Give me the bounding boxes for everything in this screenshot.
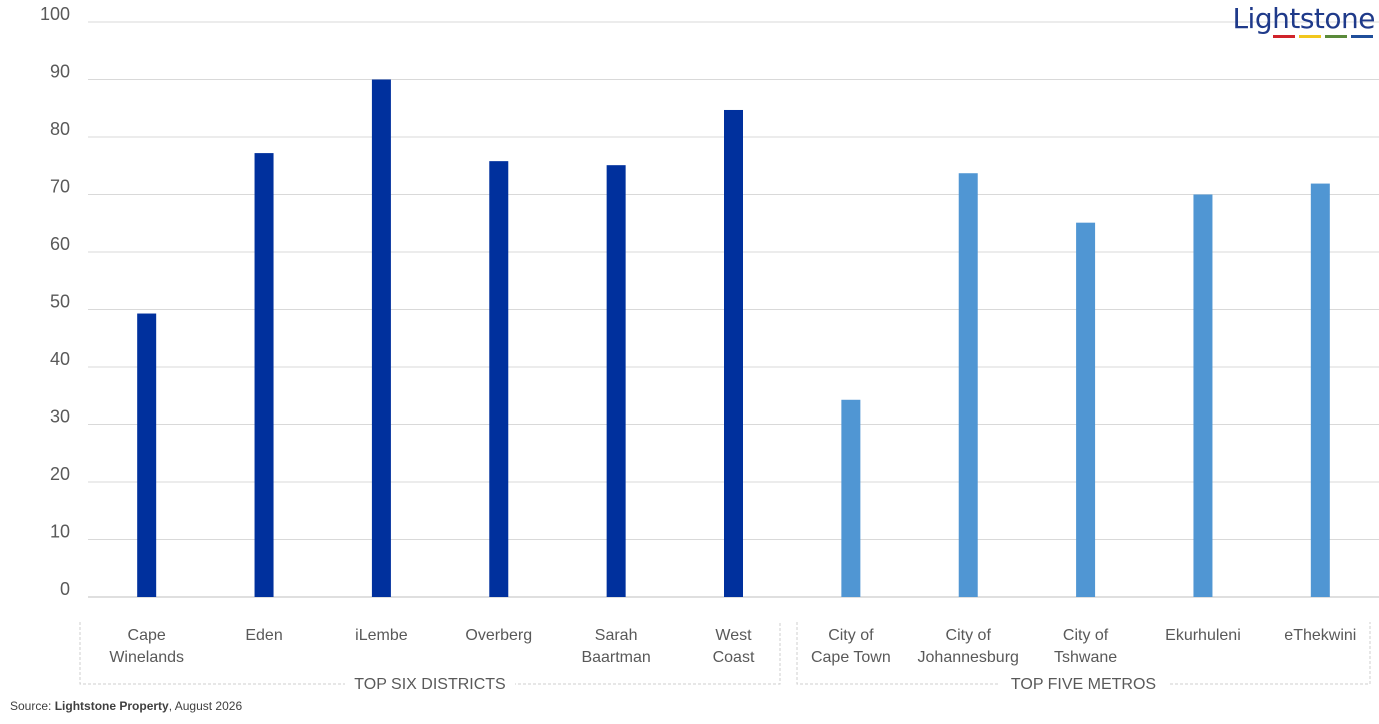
y-tick-label: 90 — [50, 62, 70, 82]
group-bracket — [796, 622, 1371, 685]
y-tick-label: 80 — [50, 119, 70, 139]
category-labels: Cape Winelands Eden iLembe Overberg Sarah Baar… — [109, 627, 1356, 666]
category-label-line: Winelands — [109, 649, 184, 666]
group-labels: TOP SIX DISTRICTS TOP FIVE METROS — [79, 622, 1371, 693]
category-label-line: Sarah — [595, 627, 638, 644]
category-label: West Coast — [713, 627, 755, 666]
source-suffix: , August 2026 — [168, 699, 243, 713]
logo-color-bar — [1351, 35, 1373, 38]
y-tick-label: 50 — [50, 292, 70, 312]
category-label-line: Cape Town — [811, 649, 891, 666]
category-label: Overberg — [465, 627, 532, 644]
bars — [137, 79, 1330, 598]
category-label-line: iLembe — [355, 627, 408, 644]
y-tick-label: 70 — [50, 177, 70, 197]
category-label-line: Coast — [713, 649, 755, 666]
group-label: TOP SIX DISTRICTS — [354, 676, 505, 693]
category-label-line: eThekwini — [1284, 627, 1356, 644]
y-tick-label: 100 — [40, 4, 70, 24]
y-tick-label: 40 — [50, 349, 70, 369]
source-note: Source: Lightstone Property, August 2026 — [10, 699, 242, 713]
category-label: eThekwini — [1284, 627, 1356, 644]
logo-color-bars — [1273, 35, 1373, 38]
y-tick-label: 20 — [50, 464, 70, 484]
y-tick-label: 10 — [50, 522, 70, 542]
category-label-line: City of — [946, 627, 992, 644]
category-label-line: Cape — [128, 627, 166, 644]
bar — [489, 161, 509, 597]
source-prefix: Source: — [10, 699, 55, 713]
category-label: City of Tshwane — [1054, 627, 1117, 666]
bar — [958, 173, 978, 597]
logo-color-bar — [1273, 35, 1295, 38]
bar — [1310, 183, 1330, 597]
y-tick-label: 60 — [50, 234, 70, 254]
bar — [371, 79, 391, 597]
category-label-line: Ekurhuleni — [1165, 627, 1241, 644]
logo-text: Lightstone — [1232, 2, 1375, 35]
category-label-line: Baartman — [581, 649, 650, 666]
y-axis-ticks: 0 10 20 30 40 50 60 70 80 90 100 — [40, 4, 70, 599]
category-label: Eden — [245, 627, 282, 644]
category-label-line: City of — [1063, 627, 1109, 644]
bar — [841, 399, 861, 597]
group-label-backdrop — [345, 674, 515, 692]
bar — [137, 313, 157, 597]
category-label: Sarah Baartman — [581, 627, 650, 666]
category-label: iLembe — [355, 627, 408, 644]
source-name: Lightstone Property — [54, 699, 169, 713]
bar — [254, 153, 274, 597]
category-label-line: Overberg — [465, 627, 532, 644]
group-label-backdrop — [998, 674, 1169, 692]
logo-color-bar — [1299, 35, 1321, 38]
bar — [724, 109, 743, 597]
category-label: Cape Winelands — [109, 627, 184, 666]
category-label-line: West — [715, 627, 752, 644]
y-tick-label: 0 — [60, 579, 70, 599]
category-label-line: Johannesburg — [918, 649, 1019, 666]
bar — [1076, 222, 1096, 598]
category-label: Ekurhuleni — [1165, 627, 1241, 644]
y-tick-label: 30 — [50, 407, 70, 427]
lightstone-logo: Lightstone — [1225, 2, 1375, 42]
bar — [1193, 194, 1213, 597]
bar — [606, 165, 626, 598]
category-label-line: Tshwane — [1054, 649, 1117, 666]
category-label: City of Johannesburg — [918, 627, 1019, 666]
category-label: City of Cape Town — [811, 627, 891, 666]
category-label-line: City of — [828, 627, 874, 644]
category-label-line: Eden — [245, 627, 282, 644]
logo-color-bar — [1325, 35, 1347, 38]
group-label: TOP FIVE METROS — [1011, 676, 1156, 693]
